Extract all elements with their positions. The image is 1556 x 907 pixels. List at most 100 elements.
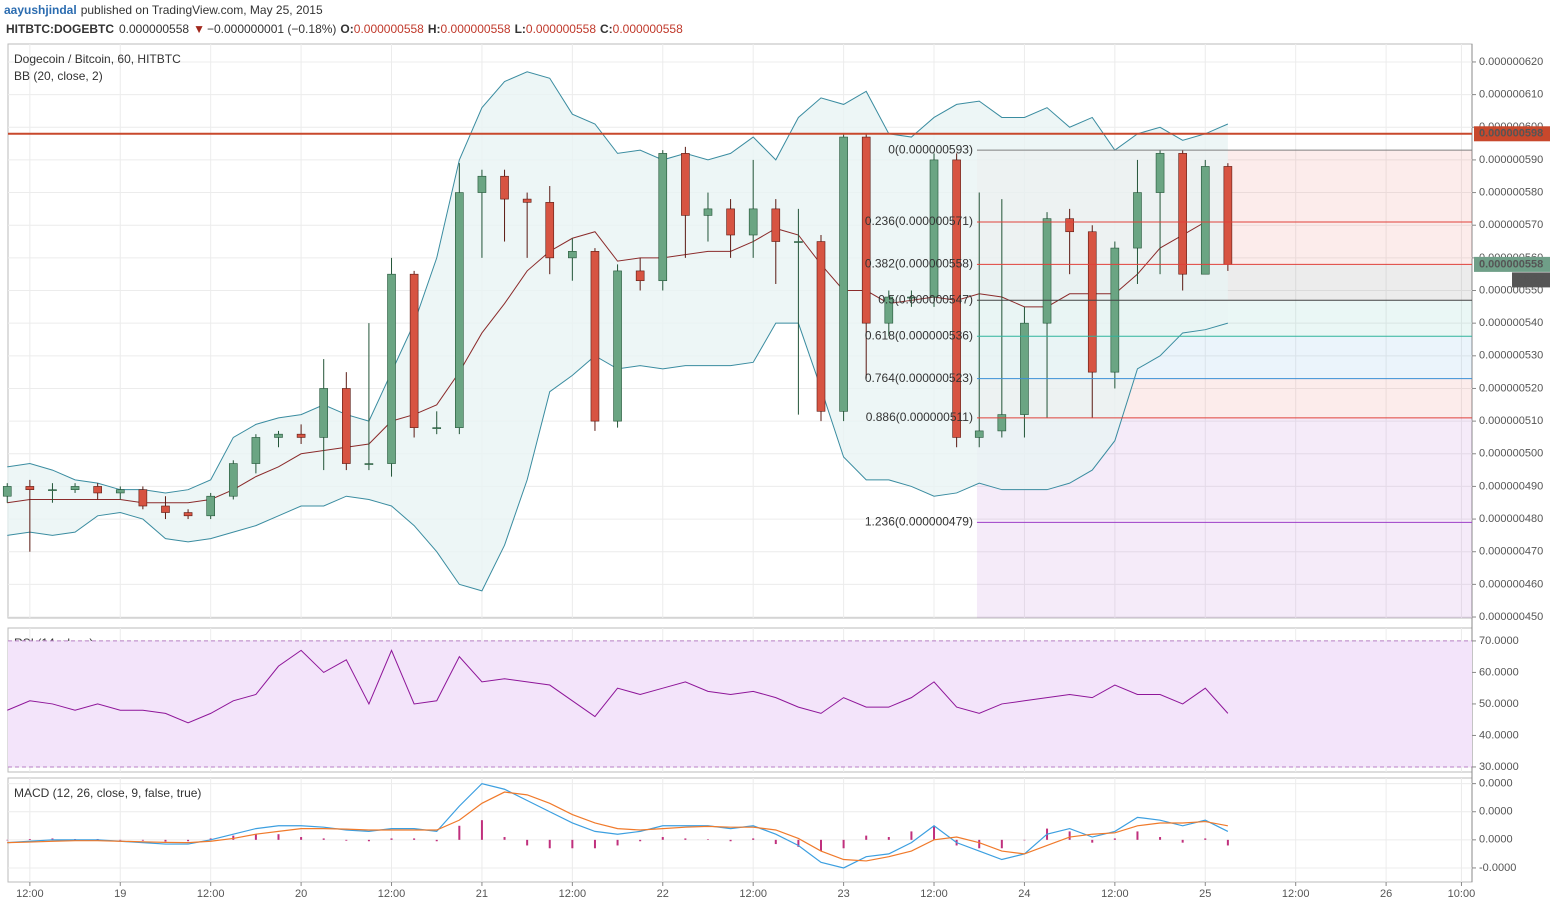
- candle-body: [1223, 166, 1233, 265]
- histogram-bar: [141, 839, 144, 841]
- author[interactable]: aayushjindal: [4, 3, 77, 17]
- y-tick-label: 0.000000570: [1479, 219, 1543, 231]
- candle-body: [477, 175, 487, 193]
- y-tick-label: -0.0000: [1479, 862, 1516, 874]
- histogram-bar: [1181, 839, 1184, 843]
- candle-body: [1178, 153, 1187, 275]
- arrow: ▼: [193, 22, 205, 36]
- y-tick-label: 0.000000450: [1479, 611, 1543, 623]
- fib-label: 0(0.000000593): [888, 142, 973, 156]
- y-tick-label: 0.000000510: [1479, 415, 1543, 427]
- histogram-bar: [345, 839, 348, 841]
- price-tag: [1474, 126, 1550, 142]
- candle-body: [884, 296, 894, 324]
- histogram-bar: [232, 835, 235, 840]
- histogram-bar: [435, 839, 438, 842]
- y-tick-label: 0.000000530: [1479, 350, 1543, 362]
- histogram-bar: [119, 839, 122, 841]
- x-tick-label: 25: [1199, 888, 1211, 900]
- x-tick-label: 20: [295, 888, 307, 900]
- histogram-bar: [571, 839, 574, 849]
- candle-body: [2, 486, 12, 497]
- histogram-bar: [322, 838, 325, 840]
- y-tick-label: 0.0000: [1479, 806, 1513, 818]
- x-tick-label: 22: [657, 888, 669, 900]
- histogram-bar: [6, 839, 9, 841]
- histogram-bar: [616, 839, 619, 846]
- candle-body: [409, 273, 419, 428]
- time-tag: [1512, 272, 1550, 288]
- candle-body: [183, 512, 193, 517]
- candle-body: [816, 241, 826, 412]
- histogram-bar: [1000, 839, 1003, 849]
- header-line-1: aayushjindal published on TradingView.com…: [4, 3, 323, 17]
- rsi-band: [8, 640, 1472, 767]
- histogram-bar: [1068, 831, 1071, 840]
- candle-body: [70, 486, 80, 490]
- candle-body: [387, 273, 396, 464]
- x-tick-label: 23: [837, 888, 849, 900]
- histogram-bar: [865, 835, 868, 840]
- candle-body: [1042, 218, 1052, 324]
- y-tick-label: 0.000000620: [1479, 56, 1543, 68]
- y-tick-label: 0.000000610: [1479, 89, 1543, 101]
- y-tick-label: 30.0000: [1479, 761, 1519, 773]
- candle-body: [658, 153, 668, 282]
- indicator-title: BB (20, close, 2): [14, 69, 103, 83]
- ohlc-key: L:: [515, 22, 526, 36]
- histogram-bar: [978, 839, 981, 849]
- x-tick-label: 12:00: [378, 888, 406, 900]
- histogram-bar: [1091, 839, 1094, 843]
- histogram-bar: [1159, 837, 1162, 840]
- x-tick-label: 12:00: [1101, 888, 1129, 900]
- x-tick-label: 24: [1018, 888, 1030, 900]
- candle-body: [500, 175, 509, 200]
- y-tick-label: 0.000000470: [1479, 546, 1543, 558]
- candle-body: [274, 433, 283, 438]
- candle-body: [635, 270, 645, 282]
- candle-body: [206, 495, 215, 517]
- histogram-bar: [910, 831, 913, 840]
- header-line-2: HITBTC:DOGEBTC 0.000000558 ▼ −0.000000001 (…: [6, 22, 683, 36]
- panel-title: Dogecoin / Bitcoin, 60, HITBTC: [14, 52, 181, 66]
- panel-title: MACD (12, 26, close, 9, false, true): [14, 786, 201, 800]
- histogram-bar: [661, 837, 664, 840]
- candle-body: [228, 463, 238, 497]
- histogram-bar: [1204, 838, 1207, 840]
- x-tick-label: 12:00: [920, 888, 948, 900]
- histogram-bar: [1136, 831, 1139, 840]
- histogram-bar: [480, 820, 483, 840]
- histogram-bar: [458, 825, 461, 840]
- y-tick-label: 50.0000: [1479, 698, 1519, 710]
- histogram-bar: [51, 838, 54, 840]
- candle-body: [748, 208, 758, 236]
- candle-body: [929, 159, 939, 298]
- histogram-bar: [390, 838, 393, 840]
- candle-body: [568, 251, 577, 259]
- candle-body: [1087, 231, 1097, 373]
- band-upper: [7, 71, 1229, 494]
- histogram-bar: [774, 839, 777, 845]
- candle-body: [861, 136, 871, 324]
- candle-body: [997, 414, 1007, 432]
- ohlc-value: 0.000000558: [354, 22, 424, 36]
- x-tick-label: 10:00: [1448, 888, 1476, 900]
- histogram-bar: [209, 838, 212, 840]
- x-tick-label: 12:00: [559, 888, 587, 900]
- y-tick-label: 0.000000540: [1479, 317, 1543, 329]
- fib-zone: [976, 522, 1472, 618]
- candle-body: [545, 202, 555, 259]
- candle-body: [455, 192, 464, 428]
- candle-body: [952, 159, 961, 438]
- y-tick-label: 40.0000: [1479, 729, 1519, 741]
- candle-body: [161, 505, 170, 513]
- histogram-bar: [277, 834, 280, 840]
- plot-layer: 12:00 19 12:00 20 12:00 21 12:00 22 12:00 23 12:00…: [2, 43, 1550, 900]
- candle-body: [48, 489, 57, 491]
- histogram-bar: [729, 839, 732, 842]
- candle-body: [771, 208, 781, 242]
- x-tick-label: 26: [1380, 888, 1392, 900]
- published: published on TradingView.com, May 25, 20…: [81, 3, 323, 17]
- price-tag-label: 0.000000558: [1479, 258, 1543, 270]
- candle-body: [1065, 218, 1074, 233]
